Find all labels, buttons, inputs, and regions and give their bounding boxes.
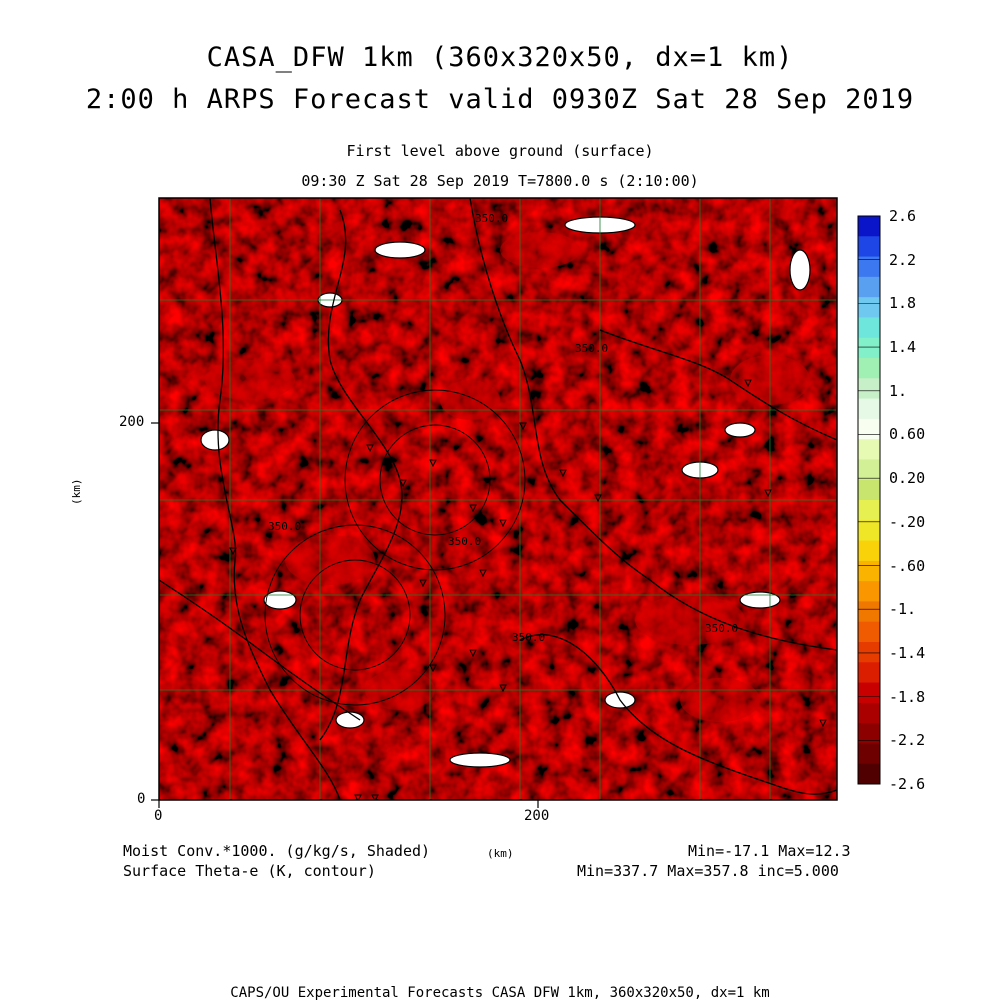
white-blobs bbox=[200, 216, 811, 768]
colorbar-swatch bbox=[858, 337, 880, 359]
y-tick-label: 200 bbox=[119, 414, 145, 430]
colorbar-swatch bbox=[858, 317, 880, 339]
colorbar-swatch bbox=[858, 642, 880, 663]
colorbar-swatch bbox=[858, 479, 880, 501]
map-title-line2: 2:00 h ARPS Forecast valid 0930Z Sat 28 … bbox=[85, 84, 915, 115]
map-frame bbox=[158, 197, 838, 801]
map-subtitle-time: 09:30 Z Sat 28 Sep 2019 T=7800.0 s (2:10… bbox=[301, 172, 699, 190]
contour-label: 350.0 bbox=[575, 342, 608, 355]
y-tick-label: 0 bbox=[137, 791, 146, 807]
colorbar-swatch bbox=[858, 358, 880, 379]
colorbar-swatch bbox=[858, 398, 880, 420]
colorbar-swatch bbox=[858, 682, 880, 704]
contour-label: 350.0 bbox=[475, 212, 508, 225]
colorbar-label: -2.6 bbox=[889, 775, 926, 793]
colorbar-swatch bbox=[858, 276, 880, 298]
contour-label: 350.0 bbox=[268, 520, 301, 533]
contour-label: 350.0 bbox=[512, 631, 545, 644]
colorbar-swatch bbox=[858, 520, 880, 542]
colorbar-swatch bbox=[858, 560, 880, 582]
contour-label: 350.0 bbox=[448, 535, 481, 548]
colorbar-swatch bbox=[858, 439, 880, 460]
colorbar-swatch bbox=[858, 702, 880, 724]
radar-range-rings bbox=[264, 389, 526, 706]
colorbar-swatch bbox=[858, 216, 880, 237]
colorbar-swatch bbox=[858, 621, 880, 643]
county-lines bbox=[159, 198, 837, 800]
colorbar-swatch bbox=[858, 723, 880, 744]
map-subtitle-level: First level above ground (surface) bbox=[346, 142, 654, 160]
colorbar-label: 1.4 bbox=[889, 338, 917, 357]
x-tick-label: 0 bbox=[154, 808, 163, 824]
x-tick-label: 200 bbox=[524, 808, 550, 824]
colorbar-swatch bbox=[858, 601, 880, 623]
colorbar-label: 0.60 bbox=[889, 425, 926, 444]
y-axis-unit: (km) bbox=[70, 478, 83, 506]
colorbar-swatch bbox=[858, 418, 880, 440]
shaded-field bbox=[159, 198, 837, 800]
colorbar-label: -1.8 bbox=[889, 687, 926, 706]
colorbar-swatch bbox=[858, 297, 880, 318]
colorbar-label: 2.2 bbox=[889, 250, 917, 269]
colorbar-label: 2.6 bbox=[889, 207, 917, 225]
contour-label: 350.0 bbox=[705, 622, 738, 635]
station-markers bbox=[229, 379, 827, 800]
colorbar-label: -1.4 bbox=[889, 643, 926, 662]
contour-min-max: Min=337.7 Max=357.8 inc=5.000 bbox=[577, 862, 839, 880]
colorbar-swatch bbox=[858, 540, 880, 562]
colorbar-label: -2.2 bbox=[889, 731, 926, 750]
axis-ticks bbox=[151, 422, 539, 808]
colorbar-label: -.60 bbox=[889, 556, 926, 575]
field-shaded-label: Moist Conv.*1000. (g/kg/s, Shaded) bbox=[123, 842, 431, 860]
x-axis-unit: (km) bbox=[487, 847, 514, 860]
colorbar-swatch bbox=[858, 378, 880, 400]
colorbar-swatch bbox=[858, 459, 880, 481]
colorbar-swatch bbox=[858, 236, 880, 258]
shaded-min-max: Min=-17.1 Max=12.3 bbox=[688, 842, 851, 860]
footer-credit: CAPS/OU Experimental Forecasts CASA DFW … bbox=[230, 985, 770, 1001]
colorbar-swatch bbox=[858, 500, 880, 521]
colorbar-frame bbox=[857, 215, 881, 785]
colorbar-label: -1. bbox=[889, 600, 917, 619]
colorbar-label: -.20 bbox=[889, 512, 926, 531]
colorbar-swatch bbox=[858, 763, 880, 785]
colorbar-swatch bbox=[858, 256, 880, 278]
colorbar-swatch bbox=[858, 581, 880, 602]
contour-label-group: 350.0 350.0 350.0 350.0 350.0 350.0 bbox=[268, 212, 738, 644]
map-title-line1: CASA_DFW 1km (360x320x50, dx=1 km) bbox=[206, 42, 794, 73]
colorbar-label: 1. bbox=[889, 381, 908, 400]
colorbar-swatch bbox=[858, 743, 880, 765]
colorbar-label: 1.8 bbox=[889, 294, 917, 313]
field-contour-label: Surface Theta-e (K, contour) bbox=[123, 862, 376, 880]
colorbar-swatch bbox=[858, 662, 880, 684]
colorbar-label: 0.20 bbox=[889, 469, 926, 488]
colorbar bbox=[858, 215, 880, 785]
